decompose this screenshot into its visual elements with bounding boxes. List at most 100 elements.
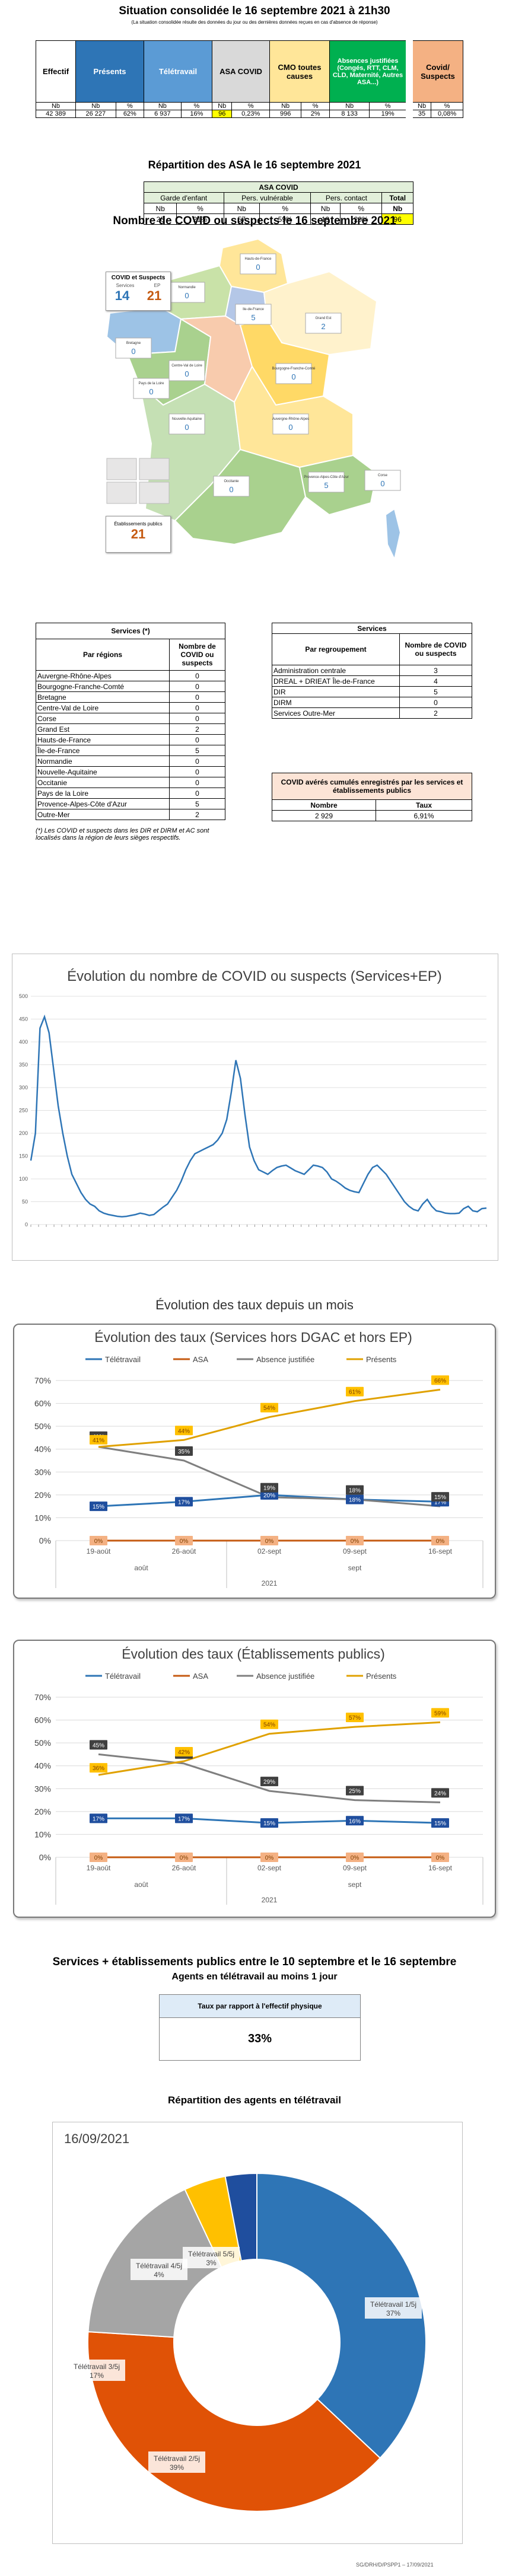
asa-section-title: Répartition des ASA le 16 septembre 2021 (148, 159, 361, 171)
map-legend-services-label: Services (116, 283, 135, 288)
services-region-count: 5 (169, 798, 225, 809)
x-tick-label: 16-sept (428, 1864, 453, 1872)
legend-label: Présents (366, 1672, 397, 1681)
services-region-count: 0 (169, 670, 225, 681)
data-label-text: 15% (93, 1504, 104, 1510)
asa-unit-0: Nb (143, 203, 177, 214)
data-label: 41% (90, 1434, 107, 1445)
y-tick-label: 0 (25, 1222, 28, 1228)
services-note: (*) Les COVID et suspects dans les DIR e… (36, 827, 209, 841)
evolution-chart-frame (12, 954, 498, 1261)
summary-value-2: 62% (115, 110, 145, 118)
asa-value-0: 20 (143, 213, 177, 225)
pie-data-label: Télétravail 5/5j3% (183, 2247, 240, 2268)
asa-group-3: Total (381, 192, 413, 203)
data-label: 42% (175, 1747, 193, 1756)
data-label-text: 57% (349, 1715, 361, 1721)
map-callout-value: 0 (131, 347, 135, 356)
regroup-count: 2 (399, 707, 472, 719)
data-label-text: 0% (180, 1538, 189, 1545)
asa-unit-2: Nb (223, 203, 260, 214)
legend-label: Télétravail (105, 1672, 141, 1681)
services-region-count: 5 (169, 745, 225, 756)
data-label-text: 54% (263, 1722, 275, 1729)
pie-chart-date: 16/09/2021 (64, 2131, 130, 2146)
teletravail-rate-value: 33% (247, 2032, 272, 2045)
map-callout-value: 0 (256, 263, 260, 272)
map-callout-label: Occitanie (224, 480, 239, 483)
x-tick-label: 09-sept (343, 1547, 367, 1555)
regroup-count: 3 (399, 665, 472, 676)
map-callout-value: 0 (291, 372, 295, 381)
summary-header-5: Absences justifiées (Congés, RTT, CLM, C… (329, 40, 410, 103)
services-region-count: 0 (169, 702, 225, 713)
data-label: 0% (90, 1536, 107, 1545)
taux-services-chart-frame (13, 1324, 496, 1599)
asa-value-6: 96 (381, 213, 413, 225)
data-label: 45% (90, 1740, 107, 1750)
y-tick-label: 450 (19, 1016, 28, 1022)
data-label-text: 15% (434, 1821, 446, 1827)
y-tick-label: 400 (19, 1039, 28, 1045)
services-region-name: Bretagne (36, 691, 170, 703)
regroup-col1-header: Par regroupement (272, 633, 400, 665)
data-label: 15% (431, 1818, 449, 1828)
regroup-count: 4 (399, 675, 472, 687)
map-legend-ep-label: EP (154, 283, 161, 288)
map-callout: Ile-de-France 5 (235, 304, 272, 325)
services-region-name: Bourgogne-Franche-Comté (36, 681, 170, 692)
data-label-text: 0% (94, 1855, 103, 1861)
taux-ep-title: Évolution des taux (Établissements publi… (122, 1646, 385, 1662)
summary-value-3: 6 937 (144, 110, 182, 118)
summary-unit-7: Nb (269, 102, 302, 110)
services-region-count: 0 (169, 691, 225, 703)
data-label-text: 54% (263, 1405, 275, 1412)
summary-unit-1: Nb (75, 102, 116, 110)
y-tick-label: 40% (34, 1761, 51, 1771)
summary-unit-11: Nb (406, 102, 432, 110)
map-callout-value: 0 (288, 423, 292, 432)
table-row: Corse 0 (36, 713, 225, 724)
summary-unit-3: Nb (144, 102, 182, 110)
overseas-inset-4 (139, 482, 170, 504)
map-callout-value: 5 (251, 313, 255, 322)
overseas-inset-3 (106, 482, 137, 504)
data-label-text: 25% (349, 1788, 361, 1795)
taux-services-chart: Télétravail ASA Absence justifiée Présents 0… (34, 1355, 483, 1588)
data-label-text: 59% (434, 1710, 446, 1717)
map-callout-label: Centre-Val de Loire (171, 364, 202, 368)
table-row: Centre-Val de Loire 0 (36, 702, 225, 713)
y-tick-label: 500 (19, 993, 28, 999)
asa-value-5: 20% (339, 213, 383, 225)
legend-item: Présents (346, 1672, 397, 1681)
map-callout: Grand Est 2 (305, 313, 342, 334)
legend-item: Télétravail (85, 1672, 141, 1681)
data-label-text: 0% (436, 1855, 445, 1861)
data-label-text: 0% (94, 1538, 103, 1545)
data-label-text: 61% (349, 1389, 361, 1396)
summary-value-12: 0,08% (431, 110, 463, 118)
map-callout-label: Normandie (178, 286, 196, 289)
table-row: Provence-Alpes-Côte d'Azur 5 (36, 798, 225, 809)
taux-ep-chart-frame (13, 1640, 496, 1918)
summary-unit-6: % (231, 102, 270, 110)
data-label: 16% (346, 1816, 364, 1826)
teletravail-section-title: Services + établissements publics entre … (52, 1956, 457, 1968)
data-label-text: 18% (349, 1497, 361, 1504)
data-label-text: 24% (434, 1790, 446, 1797)
asa-group-0: Garde d'enfant (144, 192, 224, 203)
regroup-count: 5 (399, 686, 472, 697)
data-label: 15% (90, 1501, 107, 1512)
y-tick-label: 70% (34, 1692, 51, 1702)
summary-value-7: 996 (269, 110, 302, 118)
services-region-count: 0 (169, 766, 225, 777)
table-row: Nouvelle-Aquitaine 0 (36, 766, 225, 777)
data-label-text: 17% (178, 1816, 190, 1822)
y-tick-label: 60% (34, 1399, 51, 1408)
table-row: DIRM 0 (272, 697, 472, 708)
y-tick-label: 250 (19, 1108, 28, 1114)
data-label-text: 41% (93, 1437, 104, 1444)
